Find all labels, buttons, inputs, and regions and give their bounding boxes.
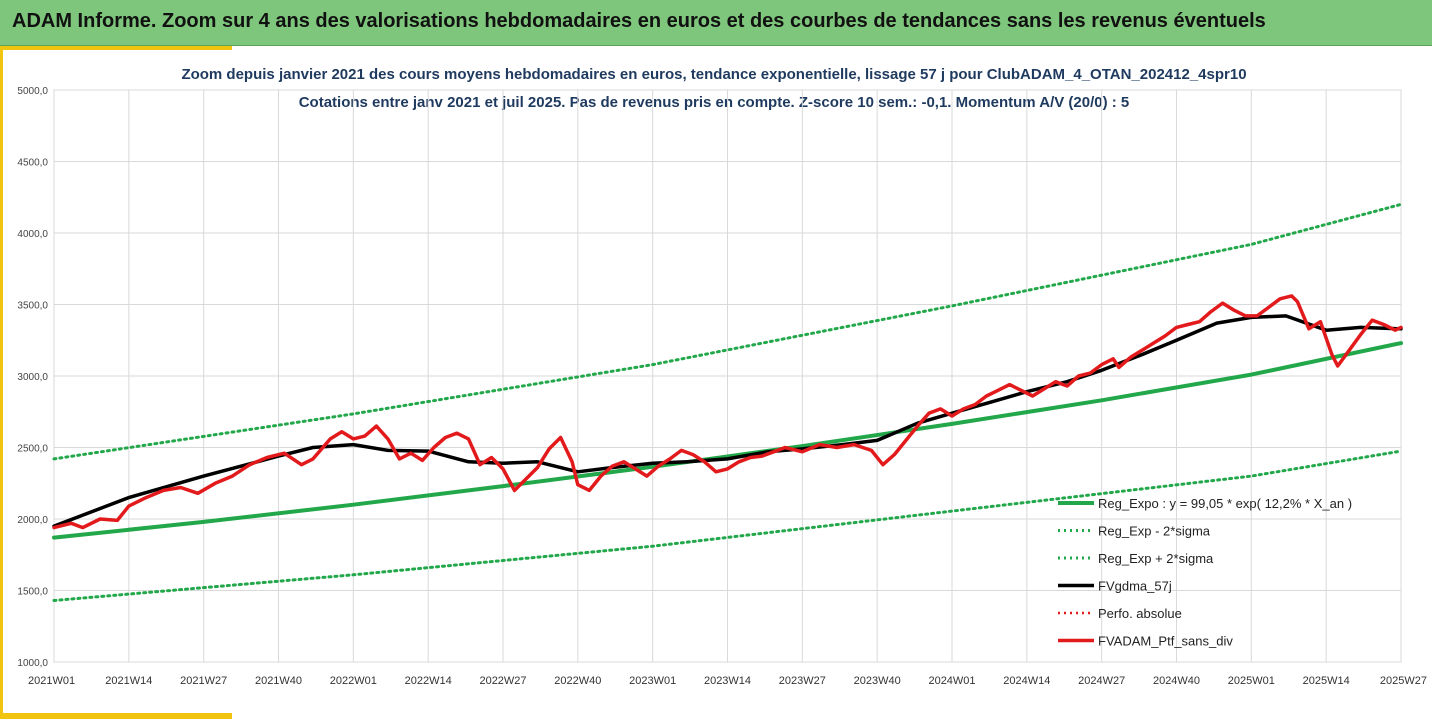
page-title: ADAM Informe. Zoom sur 4 ans des valoris… xyxy=(12,10,1266,32)
y-tick-label: 2500,0 xyxy=(17,444,48,455)
chart-title: Zoom depuis janvier 2021 des cours moyen… xyxy=(181,66,1246,83)
x-tick-label: 2022W01 xyxy=(330,675,377,687)
series-lines xyxy=(52,202,1403,602)
x-tick-label: 2025W27 xyxy=(1380,675,1427,687)
x-tick-label: 2021W40 xyxy=(255,675,302,687)
x-tick-label: 2025W14 xyxy=(1303,675,1350,687)
legend-label: Reg_Exp - 2*sigma xyxy=(1098,524,1211,539)
legend-label: Reg_Exp + 2*sigma xyxy=(1098,551,1214,566)
legend: Reg_Expo : y = 99,05 * exp( 12,2% * X_an… xyxy=(1058,496,1352,649)
y-tick-label: 5000,0 xyxy=(17,86,48,97)
chart-subtitle: Cotations entre janv 2021 et juil 2025. … xyxy=(299,94,1130,111)
series-portfolio xyxy=(52,294,1403,530)
legend-label: FVADAM_Ptf_sans_div xyxy=(1098,634,1233,649)
legend-label: Reg_Expo : y = 99,05 * exp( 12,2% * X_an… xyxy=(1098,496,1352,511)
y-tick-label: 3000,0 xyxy=(17,372,48,383)
x-tick-label: 2023W14 xyxy=(704,675,751,687)
x-tick-label: 2024W01 xyxy=(928,675,975,687)
series-reg-expo xyxy=(52,341,1403,540)
y-tick-label: 4000,0 xyxy=(17,229,48,240)
y-tick-label: 1500,0 xyxy=(17,587,48,598)
x-tick-label: 2024W40 xyxy=(1153,675,1200,687)
x-tick-label: 2023W01 xyxy=(629,675,676,687)
gridlines xyxy=(53,89,1402,663)
legend-label: FVgdma_57j xyxy=(1098,579,1172,594)
x-tick-label: 2023W40 xyxy=(854,675,901,687)
series-mma-57j xyxy=(52,314,1403,528)
x-tick-label: 2022W40 xyxy=(554,675,601,687)
x-axis-ticks: 2021W01 2021W14 2021W27 2021W40 2022W01 2022W… xyxy=(28,675,1427,687)
x-tick-label: 2021W14 xyxy=(105,675,152,687)
x-tick-label: 2022W27 xyxy=(479,675,526,687)
series-reg-plus-2sigma xyxy=(52,202,1403,461)
x-tick-label: 2024W27 xyxy=(1078,675,1125,687)
series-reg-minus-2sigma xyxy=(52,449,1403,602)
frame-accent-left xyxy=(0,46,3,719)
y-tick-label: 3500,0 xyxy=(17,301,48,312)
y-tick-label: 4500,0 xyxy=(17,158,48,169)
x-tick-label: 2025W01 xyxy=(1228,675,1275,687)
frame-accent-bottom xyxy=(0,713,232,719)
x-tick-label: 2022W14 xyxy=(405,675,452,687)
x-tick-label: 2024W14 xyxy=(1003,675,1050,687)
x-tick-label: 2021W01 xyxy=(28,675,75,687)
y-axis-ticks: 1000,0 1500,0 2000,0 2500,0 3000,0 3500,0 4000… xyxy=(17,86,48,669)
y-tick-label: 1000,0 xyxy=(17,658,48,669)
frame-accent-top xyxy=(0,46,232,50)
x-tick-label: 2021W27 xyxy=(180,675,227,687)
y-tick-label: 2000,0 xyxy=(17,515,48,526)
legend-label: Perfo. absolue xyxy=(1098,606,1182,621)
page-banner: ADAM Informe. Zoom sur 4 ans des valoris… xyxy=(0,0,1432,46)
x-tick-label: 2023W27 xyxy=(779,675,826,687)
chart: Zoom depuis janvier 2021 des cours moyen… xyxy=(17,66,1427,687)
